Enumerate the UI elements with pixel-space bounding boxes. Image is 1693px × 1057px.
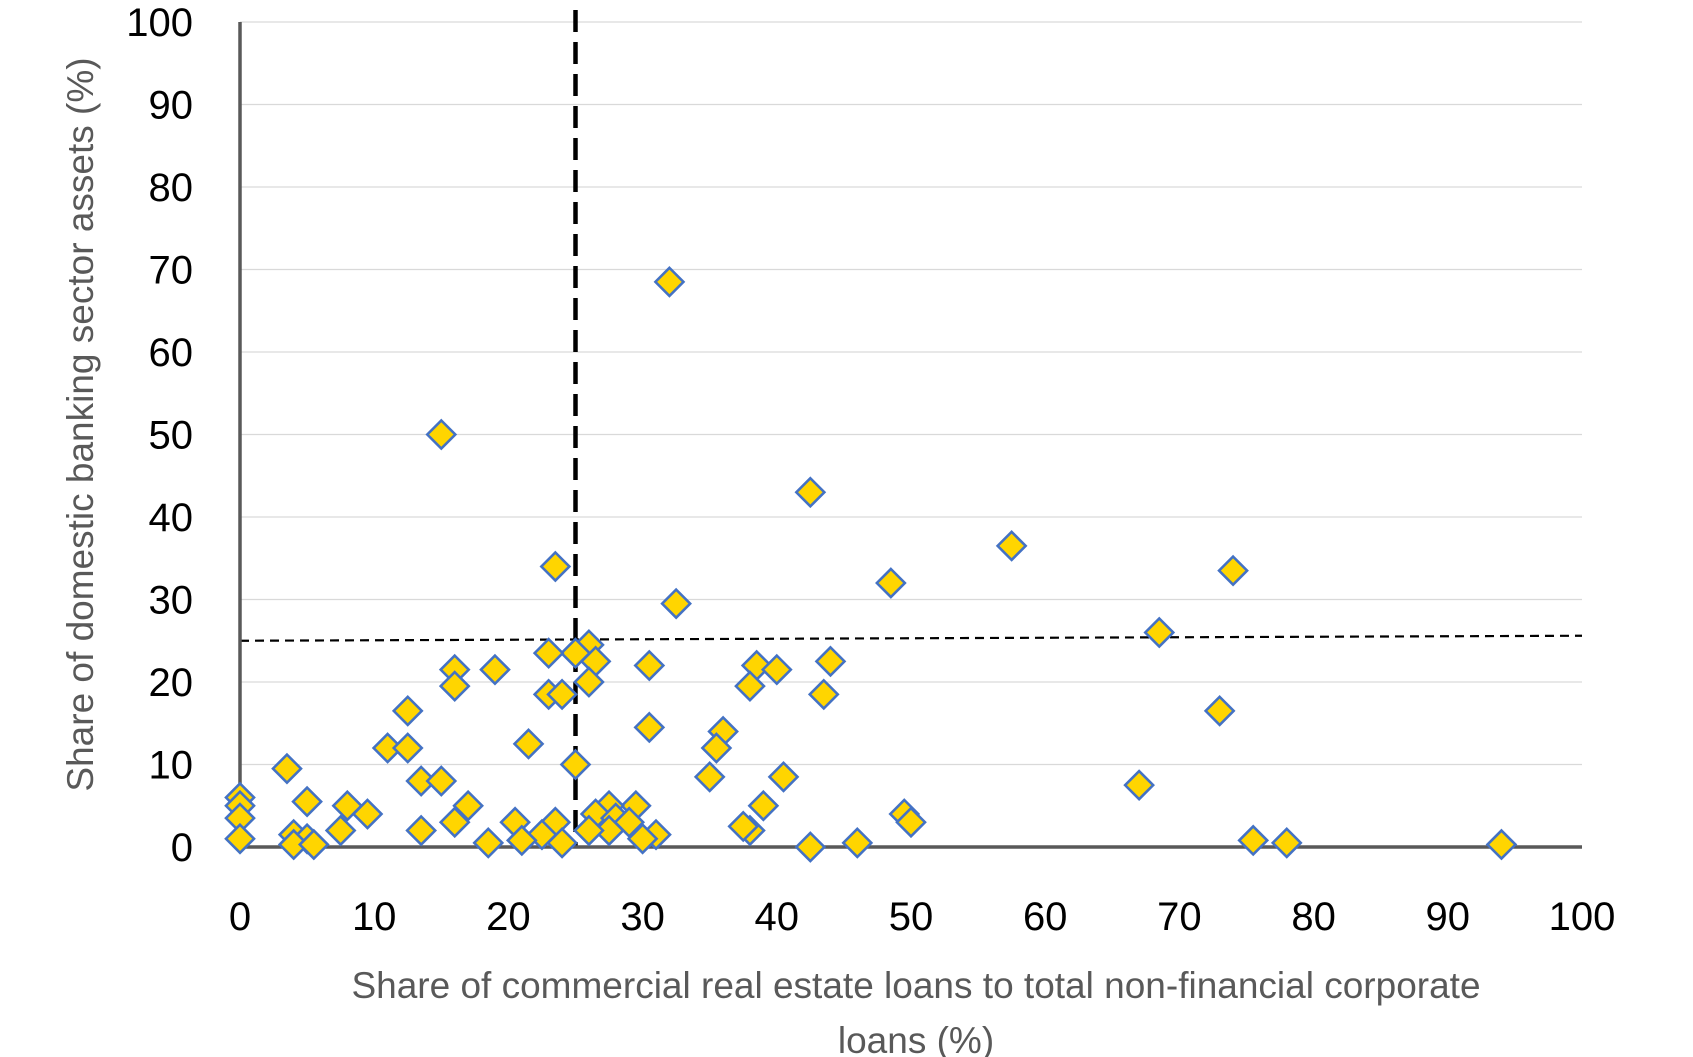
x-tick-label: 100 — [1549, 895, 1616, 939]
data-point-74 — [573, 814, 605, 847]
y-tick-label: 60 — [149, 331, 194, 375]
data-point-75 — [794, 831, 827, 863]
data-point-30 — [700, 732, 733, 764]
x-tick-label: 90 — [1426, 895, 1471, 939]
y-tick-label: 10 — [149, 744, 194, 788]
y-tick-label: 90 — [149, 84, 194, 128]
data-point-32 — [391, 732, 424, 764]
y-tick-label: 100 — [126, 1, 193, 45]
data-points — [224, 266, 1518, 863]
data-point-70 — [297, 828, 330, 861]
x-tick-label: 50 — [889, 895, 934, 939]
data-point-42 — [291, 785, 323, 818]
data-point-71 — [472, 827, 505, 859]
data-point-27 — [633, 711, 666, 744]
axes — [238, 22, 1582, 849]
data-point-15 — [760, 653, 793, 686]
y-tick-label: 0 — [171, 826, 193, 870]
data-point-61 — [324, 814, 357, 847]
data-point-34 — [271, 752, 303, 785]
data-point-25 — [1203, 695, 1236, 727]
data-point-22 — [546, 678, 578, 711]
data-point-78 — [1270, 827, 1303, 859]
y-tick-label: 80 — [149, 166, 194, 210]
data-point-13 — [633, 649, 666, 682]
x-axis-title: Share of commercial real estate loans to… — [351, 965, 1480, 1057]
data-point-79 — [1485, 828, 1518, 861]
data-point-66 — [626, 822, 659, 855]
data-point-53 — [405, 814, 438, 847]
x-tick-label: 70 — [1157, 895, 1202, 939]
data-point-20 — [573, 666, 605, 698]
data-point-26 — [391, 695, 424, 727]
data-point-3 — [995, 530, 1028, 562]
data-point-45 — [351, 798, 384, 830]
reference-lines — [239, 10, 1583, 847]
data-point-8 — [1143, 616, 1176, 649]
data-point-2 — [794, 476, 827, 509]
data-point-44 — [452, 789, 484, 822]
data-point-35 — [767, 761, 800, 793]
y-axis-title: Share of domestic banking sector assets … — [60, 57, 101, 791]
x-tick-label: 0 — [229, 895, 251, 939]
y-tick-label: 30 — [149, 579, 194, 623]
x-tick-label: 40 — [755, 895, 800, 939]
reference-line-horizontal — [239, 634, 1583, 642]
data-point-72 — [505, 824, 538, 857]
data-point-11 — [532, 637, 565, 669]
x-tick-label: 60 — [1023, 895, 1068, 939]
data-point-36 — [693, 761, 726, 793]
x-tick-label: 20 — [486, 895, 531, 939]
data-point-1 — [425, 418, 458, 451]
x-tick-label: 10 — [352, 895, 397, 939]
axis-titles: Share of commercial real estate loans to… — [60, 57, 1481, 1057]
data-point-4 — [1217, 554, 1249, 587]
data-point-18 — [479, 653, 511, 686]
y-tick-label: 20 — [149, 661, 194, 705]
data-point-68 — [224, 822, 256, 855]
data-point-33 — [559, 748, 592, 781]
data-point-0 — [653, 266, 686, 298]
data-point-51 — [895, 806, 927, 839]
y-tick-label: 70 — [149, 249, 194, 293]
data-point-6 — [875, 567, 907, 599]
x-tick-label: 80 — [1291, 895, 1336, 939]
data-point-16 — [814, 645, 847, 678]
data-point-49 — [747, 789, 780, 822]
data-point-7 — [660, 587, 692, 620]
data-point-76 — [841, 827, 874, 859]
data-point-73 — [546, 827, 578, 859]
data-point-29 — [512, 728, 545, 760]
data-point-19 — [438, 670, 471, 702]
data-point-24 — [807, 678, 840, 711]
data-point-37 — [1123, 769, 1155, 801]
tick-labels: 0 10 20 30 40 50 60 70 80 90 100 0 10 20 30 40 50 60 70 80 9… — [126, 1, 1615, 939]
data-point-77 — [1237, 824, 1270, 857]
x-tick-label: 30 — [620, 895, 665, 939]
data-point-67 — [727, 810, 760, 843]
y-tick-label: 40 — [149, 496, 194, 540]
y-tick-label: 50 — [149, 414, 194, 458]
data-point-39 — [425, 765, 458, 797]
gridlines — [240, 21, 1582, 766]
data-point-54 — [438, 806, 471, 839]
data-point-23 — [734, 670, 766, 702]
data-point-5 — [539, 550, 572, 583]
